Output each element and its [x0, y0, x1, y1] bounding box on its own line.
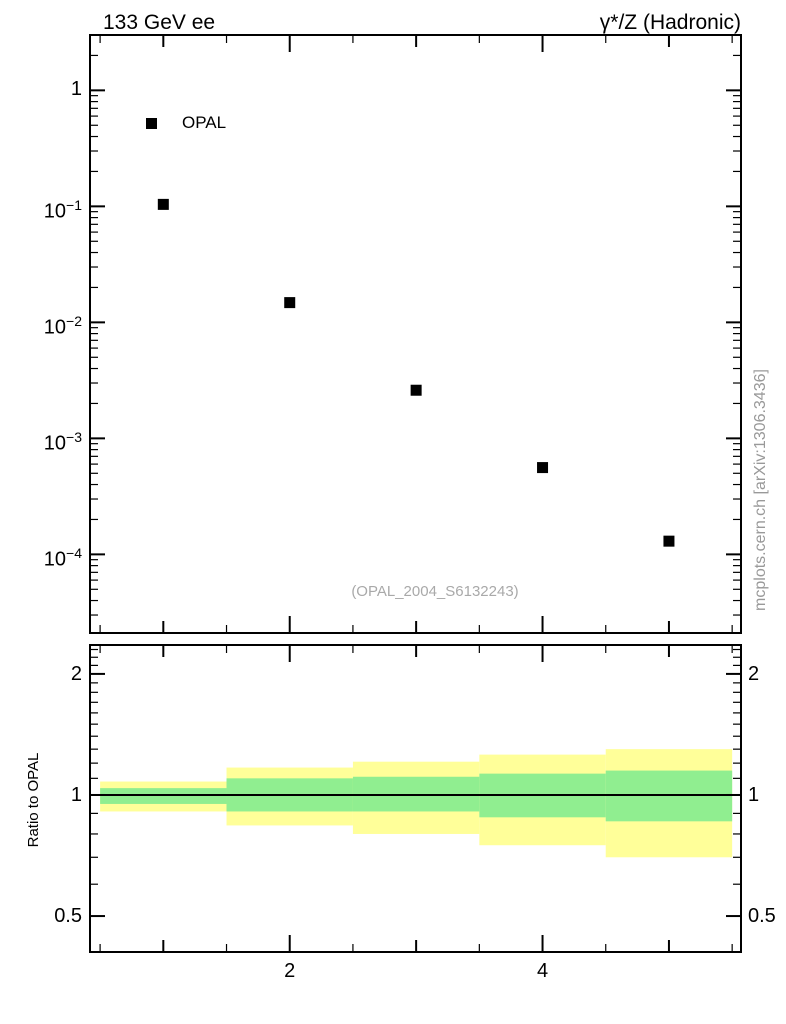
ratio-y-tick-label-right: 2 — [748, 662, 760, 685]
main-y-tick-label: 1 — [70, 78, 82, 101]
main-y-tick-label: 10−4 — [43, 545, 82, 572]
ratio-y-tick-label-right: 1 — [748, 783, 760, 806]
watermark-analysis-id: (OPAL_2004_S6132243) — [351, 583, 519, 600]
x-axis-tick-label: 2 — [284, 960, 296, 982]
ratio-y-tick-label-left: 0.5 — [54, 905, 82, 928]
legend-label: OPAL — [182, 113, 227, 132]
ratio-y-tick-label-left: 2 — [70, 662, 82, 685]
main-y-tick-label: 10−3 — [43, 429, 82, 456]
plot-title-right: γ*/Z (Hadronic) — [599, 11, 741, 34]
ratio-y-tick-label-left: 1 — [70, 783, 82, 806]
main-y-tick-label: 10−2 — [43, 313, 82, 340]
side-caption-arxiv: mcplots.cern.ch [arXiv:1306.3436] — [752, 369, 769, 611]
legend: OPAL — [146, 112, 226, 134]
ratio-y-tick-label-right: 0.5 — [748, 905, 776, 928]
main-y-tick-label: 10−1 — [43, 197, 82, 223]
plot-title-left: 133 GeV ee — [103, 11, 216, 34]
x-axis-tick-label: 4 — [536, 960, 549, 982]
legend-marker-square-icon — [146, 117, 157, 129]
ratio-axis-title: Ratio to OPAL — [25, 752, 42, 848]
